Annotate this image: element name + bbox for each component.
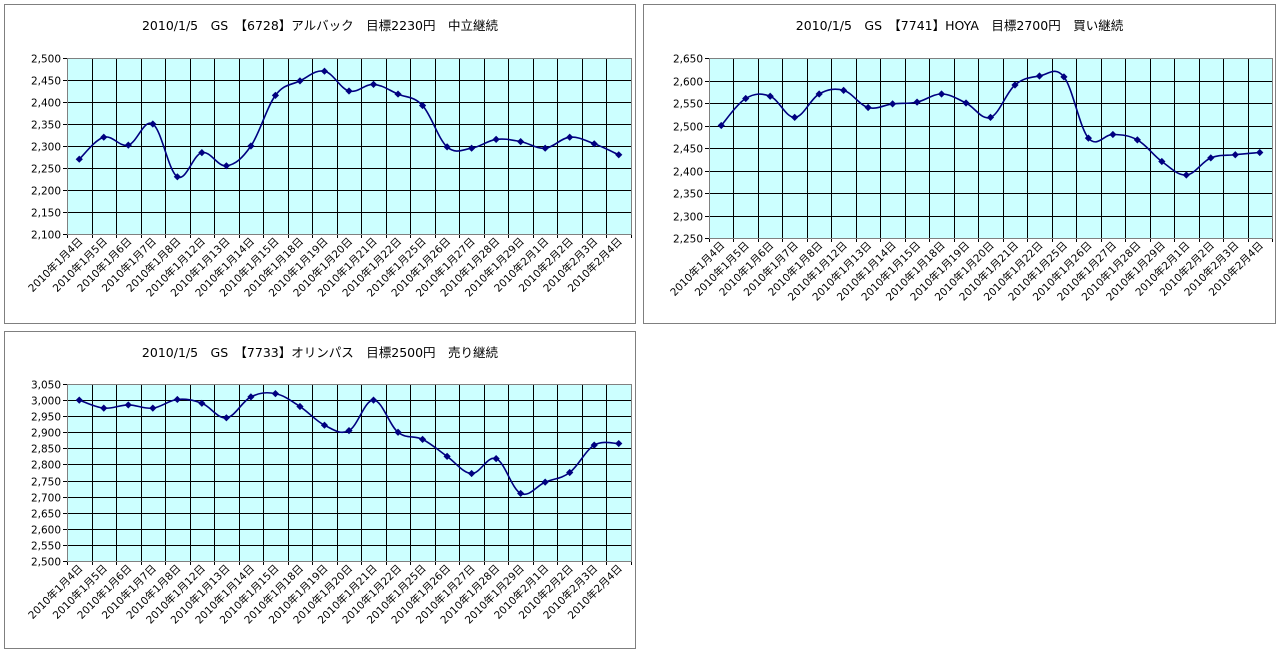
chart-title: 2010/1/5 GS 【6728】アルバック 目標2230円 中立継続 bbox=[141, 18, 498, 33]
data-point bbox=[1109, 130, 1117, 139]
data-point bbox=[840, 86, 848, 94]
y-tick-label: 2,650 bbox=[31, 509, 61, 521]
data-point bbox=[742, 94, 750, 103]
data-point bbox=[1182, 171, 1190, 179]
data-point bbox=[198, 399, 206, 407]
data-point bbox=[517, 138, 525, 146]
y-tick-label: 2,450 bbox=[31, 76, 61, 88]
data-point bbox=[222, 162, 230, 170]
data-point bbox=[1256, 148, 1264, 157]
data-point bbox=[1158, 157, 1166, 166]
data-point bbox=[1060, 73, 1068, 81]
data-point bbox=[1207, 154, 1215, 162]
y-tick-label: 2,550 bbox=[31, 541, 61, 553]
data-point bbox=[1133, 136, 1141, 144]
data-point bbox=[394, 90, 402, 98]
y-tick-label: 2,500 bbox=[673, 122, 703, 134]
data-point bbox=[1035, 72, 1044, 80]
data-point bbox=[320, 421, 329, 429]
data-point bbox=[717, 121, 725, 130]
data-point bbox=[615, 151, 623, 159]
data-point bbox=[345, 87, 353, 95]
data-point bbox=[418, 101, 427, 110]
y-tick-label: 2,350 bbox=[673, 189, 703, 201]
data-point bbox=[443, 452, 451, 461]
plot-frame bbox=[709, 58, 1273, 239]
y-tick-label: 2,850 bbox=[31, 444, 61, 456]
y-tick-label: 2,900 bbox=[31, 428, 61, 440]
chart-title: 2010/1/5 GS 【7733】オリンパス 目標2500円 売り継続 bbox=[141, 345, 499, 360]
chart-title: 2010/1/5 GS 【7741】HOYA 目標2700円 買い継続 bbox=[795, 18, 1124, 33]
y-tick-label: 2,150 bbox=[31, 208, 61, 220]
data-point bbox=[369, 80, 378, 88]
plot-area: 2,500 2,550 2,600 2,650 2,700 2,750 2,800 2,850… bbox=[26, 380, 632, 626]
y-tick-label: 2,600 bbox=[31, 525, 61, 537]
y-tick-label: 2,800 bbox=[31, 460, 61, 472]
data-point bbox=[962, 99, 970, 107]
plot-area: 2,100 2,150 2,200 2,250 2,300 2,350 2,400 2,450… bbox=[26, 54, 632, 299]
y-tick-label: 2,950 bbox=[31, 412, 61, 424]
y-tick-label: 3,000 bbox=[31, 396, 61, 408]
plot-frame bbox=[67, 58, 632, 235]
chart-hoya: 2010/1/5 GS 【7741】HOYA 目標2700円 買い継続 2,25… bbox=[643, 4, 1276, 324]
y-tick-label: 2,250 bbox=[31, 164, 61, 176]
plot-background bbox=[67, 384, 631, 561]
plot-frame bbox=[67, 384, 632, 562]
y-tick-label: 2,100 bbox=[31, 230, 61, 242]
data-point bbox=[124, 141, 132, 149]
data-point bbox=[986, 113, 995, 121]
data-point bbox=[443, 143, 451, 151]
data-point bbox=[815, 90, 823, 98]
y-tick-label: 2,750 bbox=[31, 477, 61, 489]
data-point bbox=[913, 98, 921, 106]
y-tick-label: 2,300 bbox=[31, 142, 61, 154]
data-point bbox=[1084, 134, 1093, 142]
y-tick-label: 3,050 bbox=[31, 380, 61, 392]
data-point bbox=[468, 144, 476, 152]
y-tick-label: 2,300 bbox=[673, 212, 703, 224]
data-point bbox=[937, 90, 946, 98]
data-point bbox=[394, 428, 402, 436]
data-point bbox=[492, 135, 500, 143]
y-tick-label: 2,350 bbox=[31, 120, 61, 132]
chart-olympus: 2010/1/5 GS 【7733】オリンパス 目標2500円 売り継続 2,5… bbox=[4, 331, 636, 649]
data-point bbox=[566, 133, 574, 141]
y-tick-label: 2,650 bbox=[673, 54, 703, 66]
data-point bbox=[247, 393, 255, 401]
y-tick-label: 2,450 bbox=[673, 144, 703, 156]
y-tick-label: 2,400 bbox=[31, 98, 61, 110]
y-tick-label: 2,500 bbox=[31, 54, 61, 66]
data-point bbox=[1231, 151, 1239, 159]
plot-area: 2,250 2,300 2,350 2,400 2,450 2,500 2,550 2,600… bbox=[668, 54, 1273, 303]
data-point bbox=[247, 142, 255, 150]
data-point bbox=[173, 173, 181, 181]
data-point bbox=[271, 91, 280, 99]
data-point bbox=[320, 67, 329, 75]
data-point bbox=[75, 155, 83, 163]
data-point bbox=[296, 77, 304, 85]
y-tick-label: 2,400 bbox=[673, 167, 703, 179]
data-point bbox=[100, 133, 108, 141]
data-point bbox=[1011, 81, 1019, 89]
data-point bbox=[566, 468, 574, 477]
data-point bbox=[149, 120, 157, 128]
chart-ulvac: 2010/1/5 GS 【6728】アルバック 目標2230円 中立継続 2,1… bbox=[4, 4, 636, 324]
y-tick-label: 2,250 bbox=[673, 234, 703, 246]
data-point bbox=[541, 144, 549, 152]
y-tick-label: 2,550 bbox=[673, 99, 703, 111]
y-tick-label: 2,200 bbox=[31, 186, 61, 198]
data-point bbox=[198, 149, 206, 157]
y-tick-label: 2,600 bbox=[673, 77, 703, 89]
data-point bbox=[590, 140, 598, 148]
y-tick-label: 2,700 bbox=[31, 493, 61, 505]
data-point bbox=[296, 402, 304, 411]
y-tick-label: 2,500 bbox=[31, 557, 61, 569]
